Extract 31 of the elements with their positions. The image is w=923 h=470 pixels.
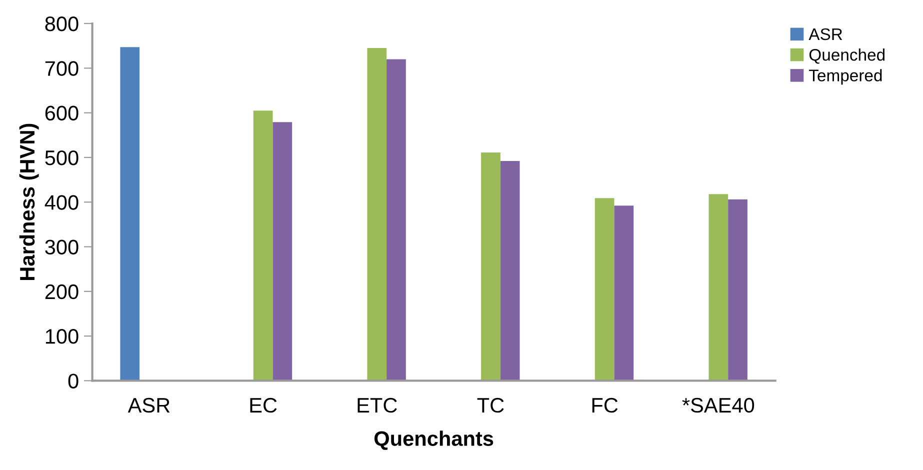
bar [120, 47, 140, 381]
y-tick-label: 700 [45, 61, 78, 76]
bar [386, 59, 406, 381]
bar [367, 48, 387, 381]
bar [272, 122, 292, 381]
legend-label: ASR [808, 28, 842, 40]
y-tick-label: 0 [68, 374, 78, 388]
y-tick-label: 200 [45, 284, 78, 300]
x-tick-label: TC [477, 398, 504, 413]
y-tick-label: 100 [46, 329, 78, 344]
x-axis-title: Quenchants [374, 430, 494, 450]
bar [500, 161, 520, 381]
x-tick-label: ETC [358, 398, 397, 413]
y-axis-title: Hardness (HVN) [19, 124, 39, 280]
y-tick-label: 800 [45, 16, 78, 32]
y-tick-label: 300 [45, 240, 78, 255]
y-tick-label: 400 [44, 195, 78, 210]
x-tick-label: *SAE40 [682, 398, 754, 413]
bar [481, 152, 500, 381]
x-tick-label: EC [250, 398, 277, 413]
bar [594, 198, 614, 381]
legend-label: Quenched [809, 48, 884, 64]
bar [728, 199, 748, 381]
y-tick-label: 500 [45, 150, 78, 166]
x-tick-label: FC [592, 398, 618, 413]
x-tick-label: ASR [128, 398, 170, 413]
bar [253, 110, 273, 381]
y-tick-label: 600 [45, 106, 78, 121]
legend-label: Tempered [809, 69, 882, 85]
bar [708, 194, 728, 381]
bar [614, 206, 634, 381]
